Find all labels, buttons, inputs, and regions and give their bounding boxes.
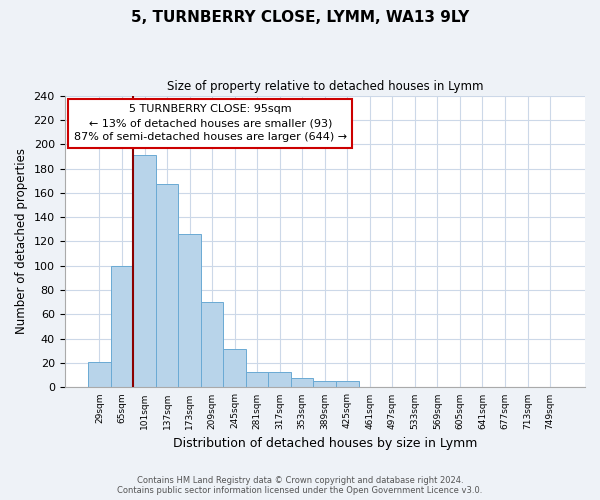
Bar bbox=[88, 362, 111, 388]
Bar bbox=[156, 184, 178, 388]
Title: Size of property relative to detached houses in Lymm: Size of property relative to detached ho… bbox=[167, 80, 483, 93]
Bar bbox=[111, 266, 133, 388]
X-axis label: Distribution of detached houses by size in Lymm: Distribution of detached houses by size … bbox=[173, 437, 477, 450]
Text: Contains HM Land Registry data © Crown copyright and database right 2024.
Contai: Contains HM Land Registry data © Crown c… bbox=[118, 476, 482, 495]
Bar bbox=[223, 348, 246, 388]
Bar bbox=[336, 382, 359, 388]
Text: 5 TURNBERRY CLOSE: 95sqm
← 13% of detached houses are smaller (93)
87% of semi-d: 5 TURNBERRY CLOSE: 95sqm ← 13% of detach… bbox=[74, 104, 347, 142]
Bar bbox=[291, 378, 313, 388]
Bar bbox=[313, 382, 336, 388]
Y-axis label: Number of detached properties: Number of detached properties bbox=[15, 148, 28, 334]
Bar bbox=[246, 372, 268, 388]
Bar bbox=[133, 155, 156, 388]
Bar bbox=[178, 234, 201, 388]
Text: 5, TURNBERRY CLOSE, LYMM, WA13 9LY: 5, TURNBERRY CLOSE, LYMM, WA13 9LY bbox=[131, 10, 469, 25]
Bar bbox=[201, 302, 223, 388]
Bar bbox=[268, 372, 291, 388]
